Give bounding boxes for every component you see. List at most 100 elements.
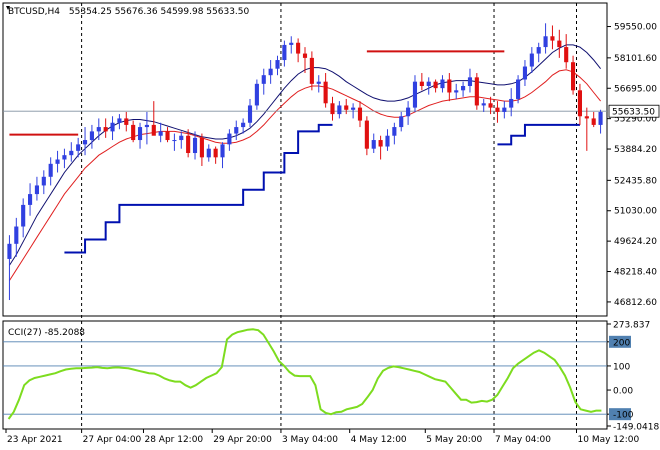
- candle-body: [110, 122, 115, 132]
- candle-body: [261, 75, 266, 84]
- symbol-dropdown-icon[interactable]: [6, 6, 10, 10]
- cci-tick-label: -100: [613, 411, 634, 421]
- candle-body: [392, 127, 397, 136]
- candle-body: [557, 40, 562, 48]
- candle-body: [158, 131, 163, 136]
- candle-body: [14, 226, 19, 244]
- price-tick-label: 51030.00: [614, 207, 657, 217]
- candle-body: [206, 148, 211, 158]
- time-axis: 23 Apr 2021 27 Apr 04:00 28 Apr 12:00 29 Ap…: [5, 429, 640, 445]
- candle-body: [454, 90, 459, 93]
- candle-body: [522, 66, 528, 80]
- candle-body: [461, 85, 466, 91]
- price-tick-label: 59550.00: [614, 23, 657, 33]
- symbol-header: BTCUSD,H4 55354.25 55676.36 54599.98 556…: [8, 7, 250, 17]
- candle-body: [543, 36, 548, 48]
- candle-body: [69, 150, 74, 156]
- price-tick-label: 58101.60: [614, 54, 657, 64]
- candle-body: [41, 176, 46, 186]
- candle-body: [213, 148, 218, 158]
- price-tick-label: 55290.00: [614, 115, 657, 125]
- candle-body: [516, 79, 521, 99]
- time-tick-label: 5 May 20:00: [426, 435, 482, 445]
- time-tick-label: 23 Apr 2021: [7, 435, 63, 445]
- candle-body: [598, 111, 603, 125]
- cci-tick-label: 0.00: [613, 387, 633, 397]
- price-tick-label: 46812.60: [614, 298, 657, 308]
- candle-body: [275, 60, 280, 69]
- candle-body: [412, 81, 418, 108]
- cci-line: [7, 328, 602, 420]
- candle-body: [21, 204, 26, 227]
- cci-level-lines: [3, 341, 607, 415]
- candle-body: [179, 135, 184, 141]
- support-step-line: [64, 123, 333, 254]
- candle-body: [406, 107, 411, 117]
- cci-label: CCI(27) -85.2088: [8, 328, 85, 338]
- candle-body: [509, 98, 514, 108]
- candle-body: [144, 124, 149, 128]
- candle-body: [7, 243, 12, 259]
- candle-body: [529, 53, 534, 67]
- time-tick-label: 28 Apr 12:00: [144, 435, 203, 445]
- candle-body: [564, 47, 569, 63]
- candle-body: [124, 118, 129, 125]
- price-tick-label: 49624.20: [614, 237, 657, 247]
- support-step-line-late: [497, 123, 580, 146]
- candle-body: [426, 81, 431, 86]
- candle-body: [323, 81, 328, 104]
- candle-body: [254, 83, 259, 106]
- candle-body: [357, 107, 363, 121]
- candle-body: [488, 103, 493, 108]
- cci-tick-label: 200: [613, 338, 630, 348]
- candle-body: [577, 90, 583, 117]
- candle-body: [364, 120, 369, 149]
- cci-level-badge: [609, 335, 631, 348]
- candle-body: [165, 131, 170, 141]
- price-tick-label: 53884.20: [614, 145, 657, 155]
- candle-body: [399, 116, 404, 128]
- candle-body: [62, 155, 67, 160]
- candle-body: [282, 44, 287, 61]
- candle-body: [591, 118, 596, 125]
- current-price-badge: 55633.50: [608, 104, 660, 118]
- candle-body: [192, 137, 198, 154]
- candle-body: [172, 140, 177, 142]
- price-axis: 59550.00 58101.60 56695.00 55290.00 53884.20…: [607, 23, 657, 308]
- candle-body: [137, 127, 143, 141]
- candle-body: [433, 81, 438, 89]
- price-tick-label: 52435.80: [614, 176, 657, 186]
- cci-level-badge: [609, 408, 631, 421]
- candlesticks: [7, 23, 603, 301]
- price-tick-label: 56695.00: [614, 84, 657, 94]
- candle-body: [309, 57, 314, 84]
- time-tick-label: 7 May 04:00: [495, 435, 551, 445]
- candle-body: [199, 137, 204, 158]
- candle-body: [27, 194, 33, 205]
- candle-body: [55, 159, 60, 164]
- cci-indicator: [7, 328, 602, 420]
- candle-body: [89, 131, 94, 141]
- candle-body: [302, 53, 308, 58]
- candle-body: [316, 81, 321, 84]
- candle-body: [34, 185, 39, 195]
- candle-body: [330, 103, 335, 115]
- ohlc-values: 55354.25 55676.36 54599.98 55633.50: [69, 7, 250, 17]
- symbol-label: BTCUSD,H4: [8, 7, 60, 17]
- period-separators: [81, 3, 578, 429]
- cci-panel-frame: [2, 320, 608, 430]
- candle-body: [584, 116, 589, 119]
- candle-body: [467, 77, 473, 86]
- time-tick-label: 10 May 12:00: [578, 435, 640, 445]
- candle-body: [371, 140, 376, 149]
- candle-body: [220, 144, 225, 158]
- time-tick-label: 29 Apr 20:00: [213, 435, 272, 445]
- candle-body: [447, 79, 452, 93]
- candle-body: [268, 68, 273, 76]
- candle-body: [234, 127, 239, 134]
- candle-body: [474, 77, 479, 106]
- candle-body: [495, 107, 500, 112]
- candle-body: [241, 122, 246, 128]
- candle-body: [103, 127, 108, 132]
